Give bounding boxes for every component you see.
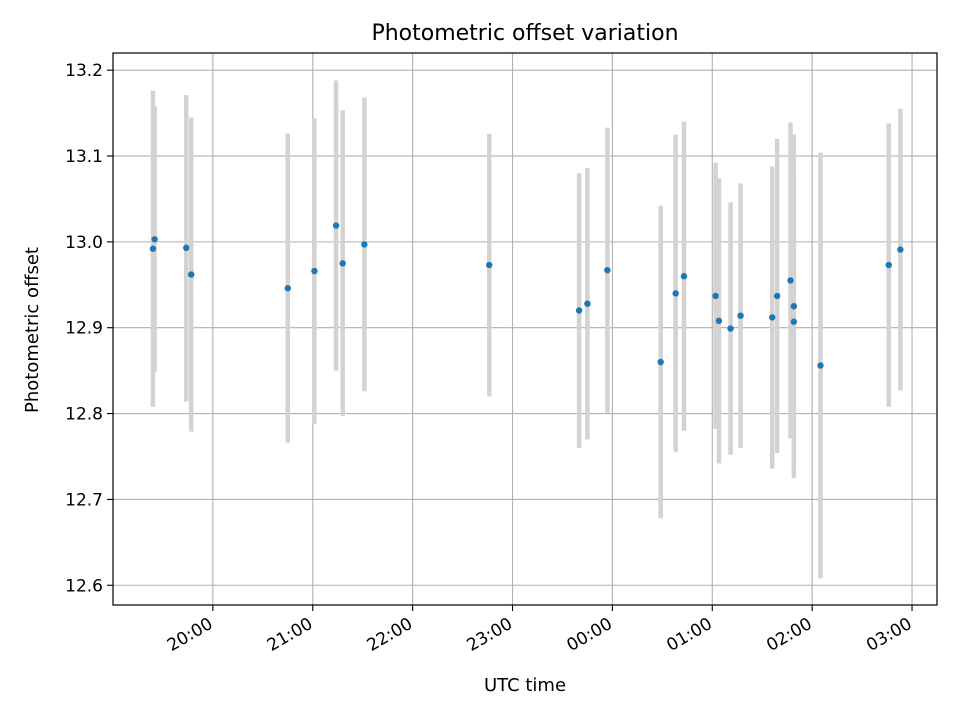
data-point (790, 303, 798, 310)
data-point (183, 244, 190, 252)
x-tick-label: 02:00 (763, 614, 815, 656)
x-axis-label: UTC time (484, 675, 566, 696)
x-tick-label: 20:00 (164, 614, 216, 656)
x-tick-label: 22:00 (364, 614, 416, 656)
data-point (672, 290, 679, 297)
data-point (769, 314, 776, 321)
data-point (284, 285, 291, 292)
grid (113, 53, 937, 605)
data-point (817, 362, 824, 369)
data-point (897, 246, 904, 253)
data-point (149, 245, 157, 252)
data-point (151, 236, 158, 243)
data-point (715, 317, 723, 325)
data-point (885, 261, 892, 269)
y-tick-label: 12.8 (65, 405, 103, 425)
data-point (339, 260, 346, 267)
x-tick-label: 21:00 (264, 614, 316, 656)
x-tick-label: 03:00 (863, 614, 915, 656)
data-point (584, 300, 591, 307)
y-tick-label: 13.2 (65, 61, 103, 81)
plot-area-frame (112, 52, 938, 606)
y-tick-label: 12.6 (65, 576, 103, 596)
data-point (361, 241, 368, 248)
data-points (149, 222, 904, 369)
data-point (712, 292, 719, 300)
y-tick-label: 12.7 (65, 490, 103, 510)
x-tick-label: 01:00 (663, 614, 715, 656)
data-point (332, 222, 340, 229)
data-point (790, 318, 798, 325)
y-tick-label: 12.9 (65, 319, 103, 339)
data-point (737, 312, 744, 319)
data-point (486, 261, 493, 269)
data-point (188, 271, 195, 278)
data-point (787, 277, 794, 284)
y-tick-label: 13.1 (65, 147, 103, 167)
y-tick-label: 13.0 (65, 233, 103, 253)
data-point (311, 267, 318, 275)
data-point (657, 358, 664, 366)
data-point (604, 266, 611, 274)
data-point (575, 307, 583, 314)
data-point (727, 325, 734, 332)
data-point (773, 292, 781, 300)
error-bars (150, 80, 903, 579)
data-point (680, 273, 688, 280)
chart-title: Photometric offset variation (371, 21, 678, 46)
y-axis-label: Photometric offset (22, 247, 43, 413)
x-tick-label: 00:00 (563, 614, 615, 656)
x-tick-label: 23:00 (464, 614, 516, 656)
